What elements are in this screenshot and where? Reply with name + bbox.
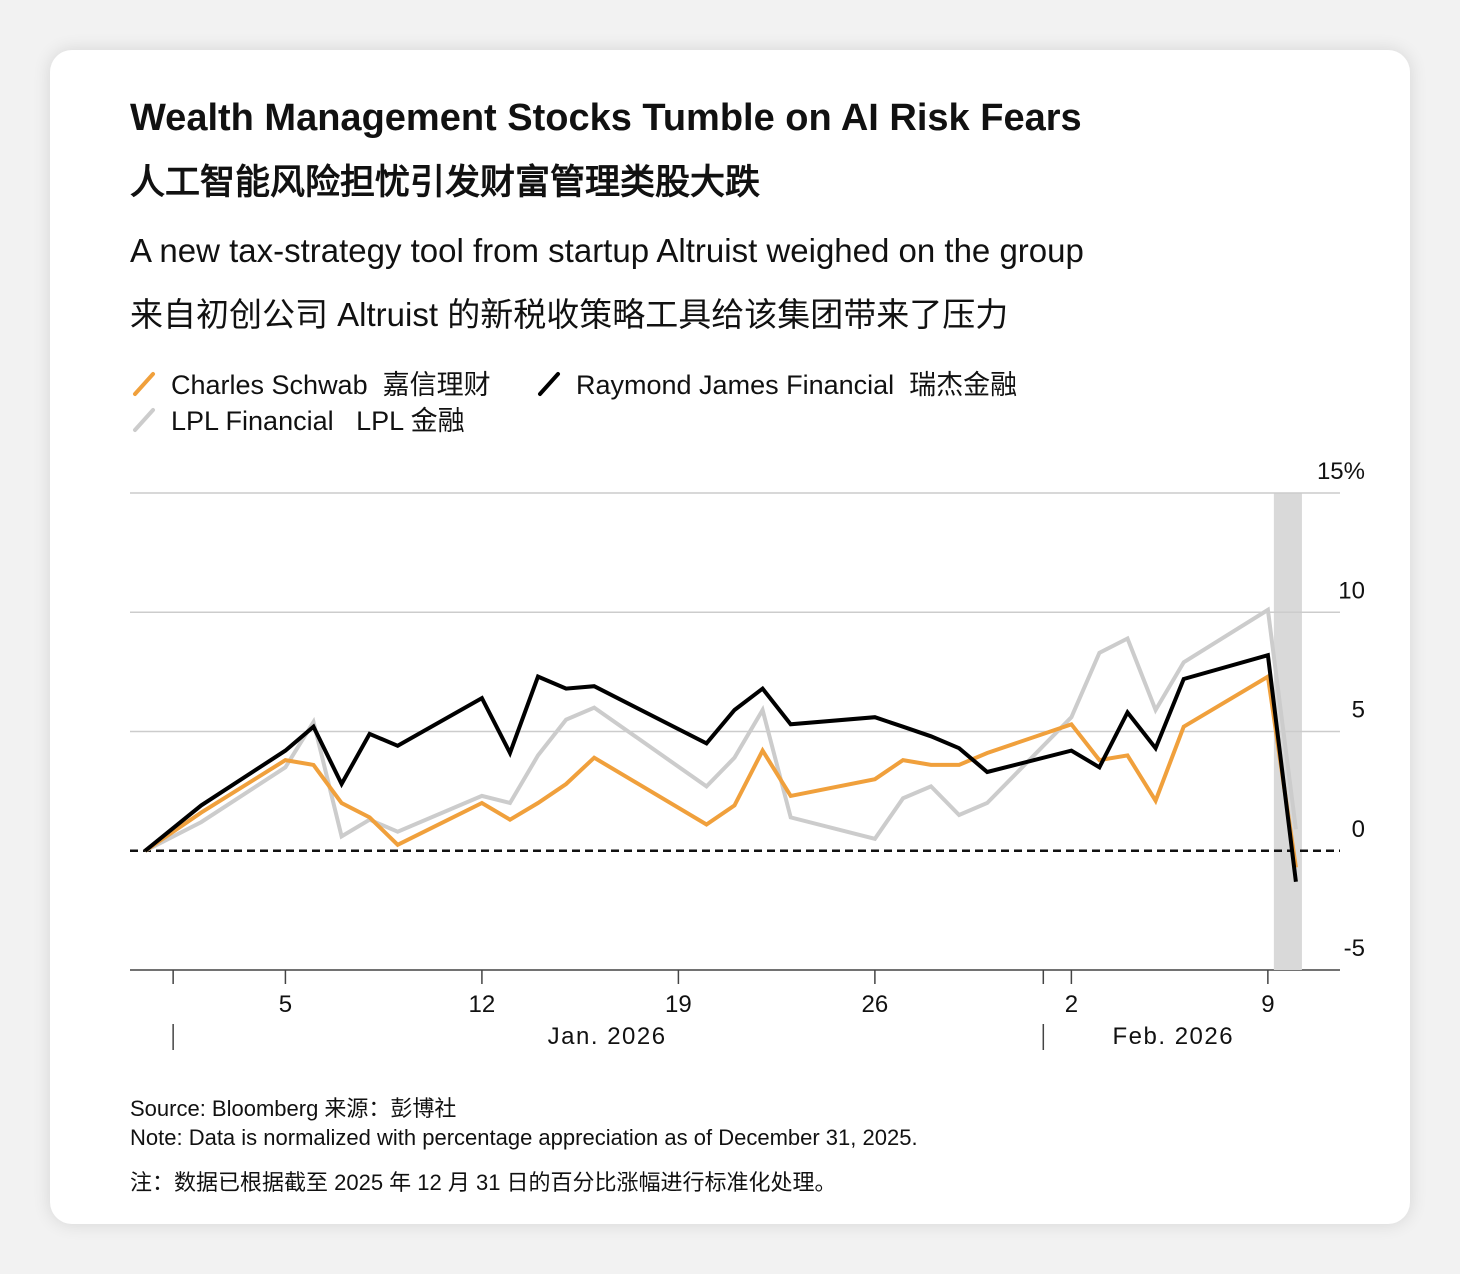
note-zh: 注：数据已根据截至 2025 年 12 月 31 日的百分比涨幅进行标准化处理。: [130, 1170, 837, 1195]
series-line: [143, 673, 1298, 868]
series-line: [144, 606, 1298, 853]
legend-label: Raymond James Financial 瑞杰金融: [576, 370, 1017, 400]
x-tick-label: 9: [1261, 991, 1274, 1018]
title: Wealth Management Stocks Tumble on AI Ri…: [130, 97, 1082, 139]
legend-swatch: [133, 372, 155, 396]
x-tick-label: 26: [862, 991, 889, 1018]
title-zh: 人工智能风险担忧引发财富管理类股大跌: [130, 162, 760, 202]
y-tick-label: 15%: [1317, 458, 1365, 485]
month-label: Jan. 2026: [548, 1023, 667, 1050]
y-tick-label: 5: [1352, 697, 1365, 724]
source: Source: Bloomberg 来源：彭博社: [130, 1096, 456, 1121]
y-tick-label: 10: [1338, 577, 1365, 604]
x-tick-label: 19: [665, 991, 692, 1018]
legend-swatch: [133, 408, 155, 432]
legend-label: Charles Schwab 嘉信理财: [171, 370, 491, 400]
subtitle: A new tax-strategy tool from startup Alt…: [130, 232, 1084, 269]
subtitle-zh: 来自初创公司 Altruist 的新税收策略工具给该集团带来了压力: [130, 296, 1008, 333]
x-tick-label: 5: [279, 991, 292, 1018]
x-tick-label: 2: [1065, 991, 1078, 1018]
y-tick-label: -5: [1344, 935, 1365, 962]
month-label: Feb. 2026: [1113, 1023, 1235, 1050]
series-line: [143, 652, 1298, 883]
y-tick-label: 0: [1352, 816, 1365, 843]
x-tick-label: 12: [469, 991, 496, 1018]
card: [50, 50, 1410, 1224]
note: Note: Data is normalized with percentage…: [130, 1125, 918, 1150]
legend-label: LPL Financial LPL 金融: [171, 406, 465, 436]
legend-swatch: [538, 372, 560, 396]
